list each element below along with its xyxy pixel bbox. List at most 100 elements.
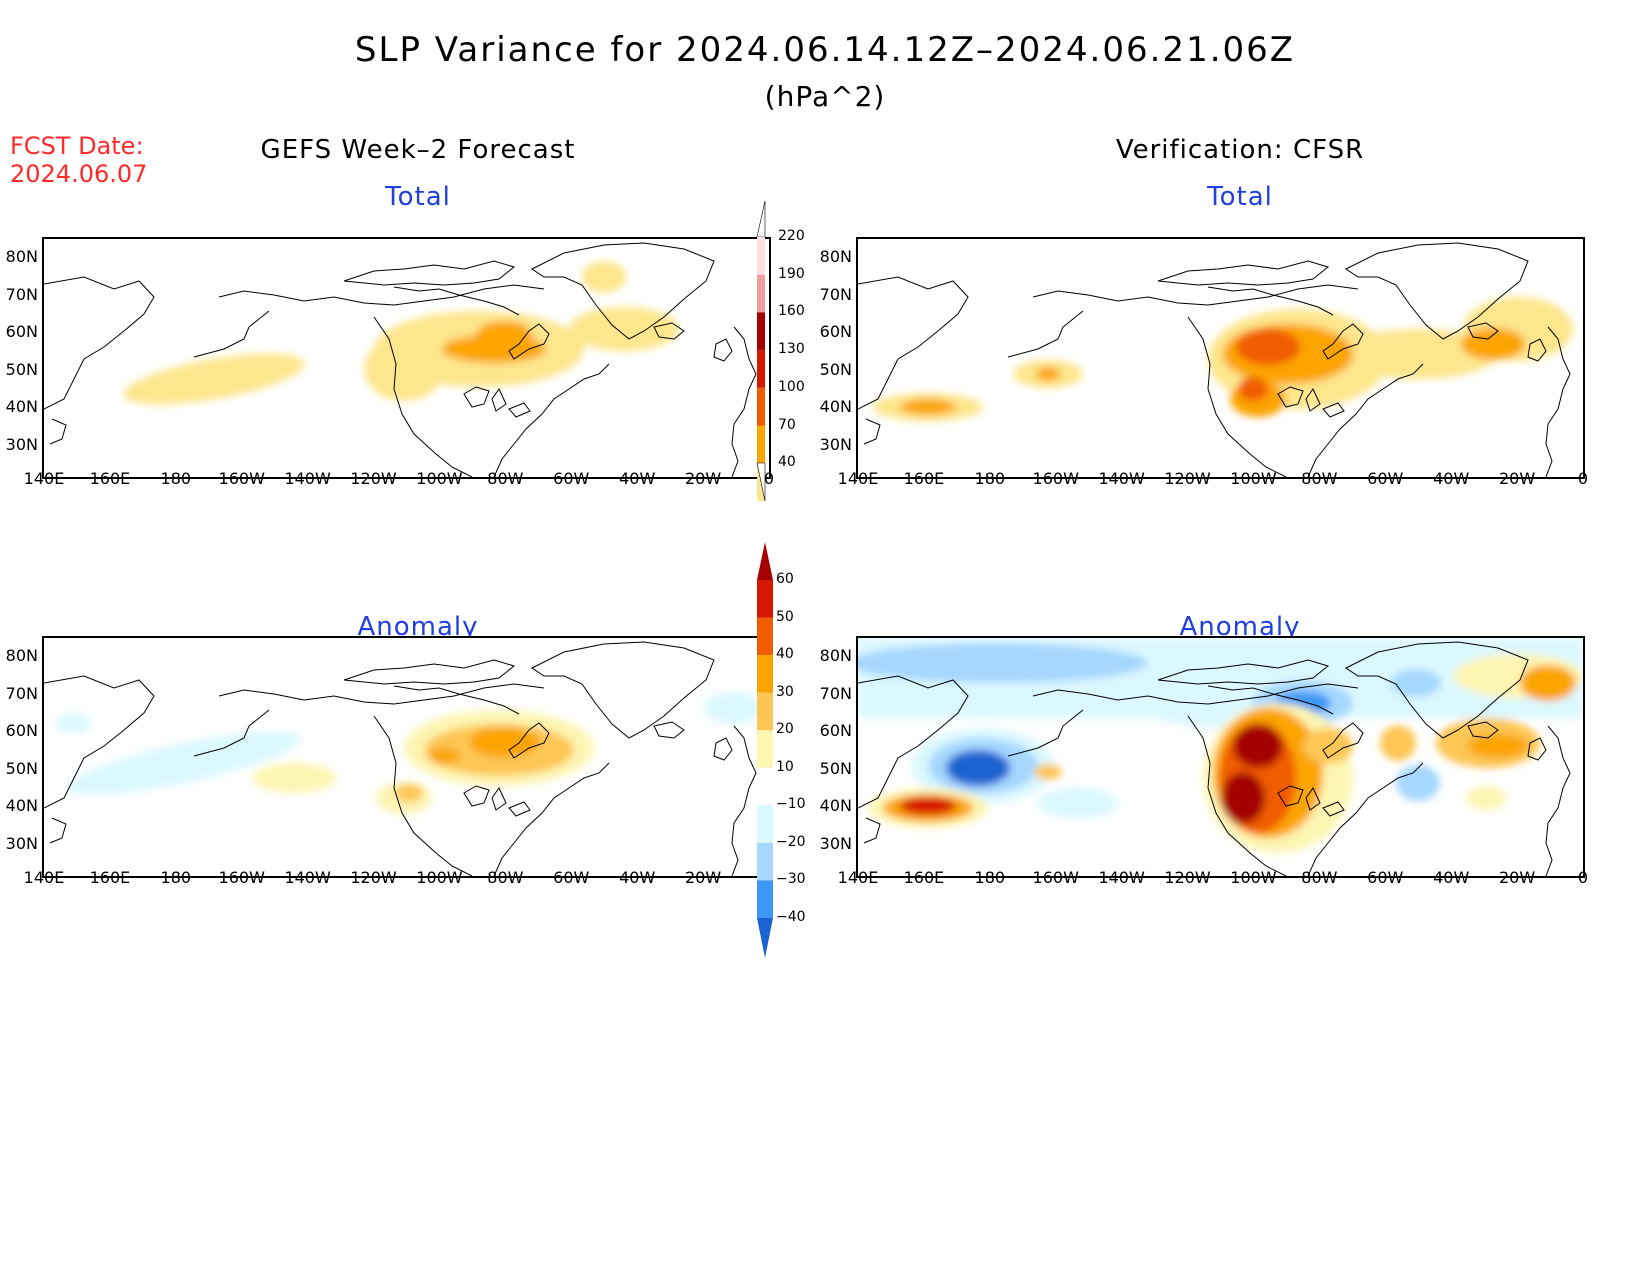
forecast-anomaly-lat-label: 40N [5,796,38,815]
verification-total-lon-label: 0 [1577,469,1589,488]
verification-total-lon-label: 100W [1230,469,1277,488]
anomaly-colorbar-label: −20 [776,833,806,850]
forecast-anomaly-lon-label: 40W [619,868,656,887]
verification-anomaly-lat-label: 30N [819,834,852,853]
verification-anomaly-field [858,638,1583,876]
forecast-total-lat-label: 60N [5,322,38,341]
forecast-total-lon-label: 180 [160,469,192,488]
anomaly-colorbar-label: 10 [776,758,794,775]
forecast-anomaly-lon-label: 120W [350,868,397,887]
total-colorbar-label: 40 [778,454,796,471]
verification-total-lat-label: 30N [819,435,852,454]
fcst-date-label: FCST Date: [10,132,144,160]
total-colorbar-label: 70 [778,416,796,433]
forecast-anomaly-lat-label: 80N [5,646,38,665]
verification-total-lon-label: 140W [1098,469,1145,488]
anomaly-colorbar-swatch [757,580,773,618]
verification-anomaly-lat-label: 80N [819,646,852,665]
verification-total-lat-label: 60N [819,322,852,341]
forecast-total-lon-label: 120W [350,469,397,488]
total-colorbar-swatch [757,274,765,313]
forecast-anomaly-lat-label: 50N [5,759,38,778]
verification-total-lon-label: 160E [903,469,945,488]
forecast-total-lon-label: 60W [553,469,590,488]
forecast-total-lat-label: 50N [5,360,38,379]
anomaly-colorbar-label: −30 [776,871,806,888]
verification-total-lon-label: 120W [1164,469,1211,488]
anomaly-colorbar-swatch [757,692,773,731]
anomaly-colorbar-swatch [757,730,773,768]
forecast-anomaly-lon-label: 20W [684,868,722,887]
verification-anomaly-lon-label: 160W [1032,868,1079,887]
verification-total-lat-label: 70N [819,285,852,304]
total-colorbar-label: 130 [778,341,805,358]
forecast-total-lon-label: 160E [89,469,131,488]
verification-anomaly-lon-label: 80W [1301,868,1338,887]
total-colorbar-swatch [757,387,765,426]
verification-anomaly-lat-label: 50N [819,759,852,778]
verification-anomaly-lat-label: 70N [819,684,852,703]
verification-anomaly-lon-label: 60W [1367,868,1404,887]
verification-anomaly-lon-label: 180 [974,868,1006,887]
anomaly-colorbar-label: −10 [776,796,806,813]
anomaly-colorbar-label: 50 [776,608,794,625]
verification-total-title: Total [1207,182,1273,212]
verification-anomaly-lon-label: 160E [903,868,945,887]
main-title: SLP Variance for 2024.06.14.12Z–2024.06.… [354,30,1296,70]
forecast-total-lon-label: 140W [284,469,331,488]
forecast-anomaly-field [44,641,764,876]
verification-total-lon-label: 20W [1498,469,1536,488]
verification-total-lon-label: 180 [974,469,1006,488]
total-colorbar-swatch [757,350,765,388]
verification-anomaly-lat-label: 40N [819,796,852,815]
verification-anomaly-lon-label: 140W [1098,868,1145,887]
total-colorbar-swatch [757,425,765,464]
forecast-anomaly-lon-label: 140E [23,868,65,887]
anomaly-colorbar-swatch [757,842,773,881]
verification-total-lon-label: 60W [1367,469,1404,488]
anomaly-colorbar-label: 20 [776,721,794,738]
verification-anomaly-lon-label: 140E [837,868,879,887]
forecast-total-lat-label: 30N [5,435,38,454]
verification-total-lon-label: 80W [1301,469,1338,488]
forecast-total-lat-label: 40N [5,397,38,416]
forecast-anomaly-map [42,636,771,878]
forecast-total-lon-label: 20W [684,469,722,488]
verification-anomaly-lat-label: 60N [819,721,852,740]
forecast-total-title: Total [385,182,451,212]
forecast-total-lat-label: 80N [5,247,38,266]
anomaly-colorbar-label: 30 [776,683,794,700]
forecast-total-map [42,237,771,479]
anomaly-colorbar-swatch [757,767,773,806]
verification-anomaly-map [856,636,1585,878]
forecast-total-lat-label: 70N [5,285,38,304]
verification-anomaly-lon-label: 40W [1433,868,1470,887]
verification-total-lon-label: 160W [1032,469,1079,488]
total-colorbar-label: 160 [778,303,805,320]
forecast-total-lon-label: 160W [218,469,265,488]
forecast-anomaly-lat-label: 70N [5,684,38,703]
verification-total-lat-label: 40N [819,397,852,416]
forecast-total-lon-label: 100W [416,469,463,488]
forecast-anomaly-lon-label: 100W [416,868,463,887]
verification-total-map [856,237,1585,479]
verification-total-lon-label: 140E [837,469,879,488]
anomaly-colorbar-label: 60 [776,571,794,587]
verification-anomaly-lon-label: 100W [1230,868,1277,887]
units-subtitle: (hPa^2) [764,80,886,113]
anomaly-colorbar-swatch [757,617,773,656]
anomaly-colorbar-label: −40 [776,909,806,925]
forecast-anomaly-lon-label: 160W [218,868,265,887]
forecast-total-lon-label: 140E [23,469,65,488]
total-colorbar-label: 220 [778,228,805,244]
verification-column-title: Verification: CFSR [1115,135,1365,165]
total-colorbar-swatch [757,237,765,275]
forecast-anomaly-lat-label: 30N [5,834,38,853]
forecast-total-field [44,242,757,477]
forecast-anomaly-lon-label: 60W [553,868,590,887]
verification-total-lon-label: 40W [1433,469,1470,488]
anomaly-colorbar-swatch [757,655,773,693]
forecast-anomaly-lat-label: 60N [5,721,38,740]
forecast-anomaly-lon-label: 160E [89,868,131,887]
total-colorbar [756,200,766,502]
